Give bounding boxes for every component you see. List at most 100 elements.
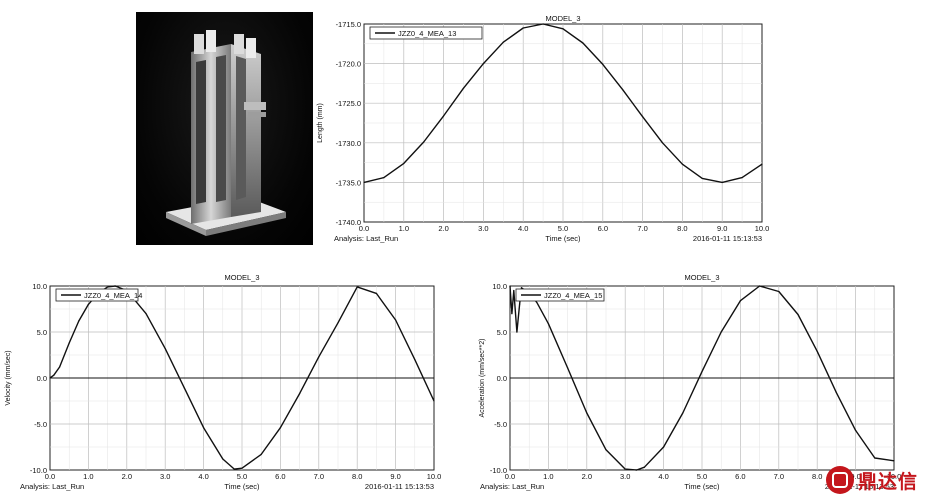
x-tick-label: 0.0 <box>45 472 55 481</box>
data-point <box>403 162 405 164</box>
data-point <box>643 466 645 468</box>
data-point <box>482 63 484 65</box>
data-point <box>241 467 243 469</box>
data-point <box>49 377 51 379</box>
data-point <box>622 89 624 91</box>
y-tick-label: 5.0 <box>37 328 47 337</box>
data-point <box>874 457 876 459</box>
y-tick-label: -10.0 <box>490 466 507 475</box>
data-point <box>78 320 80 322</box>
x-tick-label: 5.0 <box>237 472 247 481</box>
x-tick-label: 9.0 <box>390 472 400 481</box>
data-point <box>511 313 513 315</box>
x-tick-label: 3.0 <box>478 224 488 233</box>
data-point <box>682 412 684 414</box>
x-tick-label: 6.0 <box>735 472 745 481</box>
data-point <box>741 177 743 179</box>
data-point <box>114 285 116 287</box>
x-tick-label: 1.0 <box>83 472 93 481</box>
data-point <box>759 285 761 287</box>
data-point <box>183 387 185 389</box>
y-tick-label: 10.0 <box>32 282 47 291</box>
data-point <box>562 28 564 30</box>
data-point <box>701 370 703 373</box>
data-point <box>279 427 281 429</box>
x-axis-label: Time (sec) <box>684 482 720 491</box>
data-point <box>567 367 569 369</box>
watermark-text: 鼎达信 <box>858 470 919 493</box>
data-point <box>661 142 664 144</box>
x-tick-label: 2.0 <box>582 472 592 481</box>
data-point <box>516 331 518 333</box>
x-tick-label: 9.0 <box>717 224 727 233</box>
x-axis-label: Time (sec) <box>545 234 581 243</box>
x-tick-label: 2.0 <box>122 472 132 481</box>
y-tick-label: -1735.0 <box>336 178 361 187</box>
x-tick-label: 7.0 <box>314 472 324 481</box>
data-point <box>681 163 683 165</box>
data-point <box>395 319 397 321</box>
acceleration-chart: 0.0 1.0 2.0 3.0 4.0 5.0 6.0 7.0 8.0 9.0 10.0 10.0 5.… <box>474 270 936 498</box>
x-tick-label: 0.0 <box>505 472 515 481</box>
data-point <box>383 177 385 179</box>
y-tick-label: -5.0 <box>494 420 507 429</box>
data-point <box>363 181 365 183</box>
data-point <box>855 429 857 432</box>
data-point <box>893 460 895 462</box>
analysis-footer: Analysis: Last_Run <box>20 482 84 491</box>
data-point <box>720 331 722 333</box>
x-tick-label: 4.0 <box>658 472 668 481</box>
y-tick-label: -1725.0 <box>336 99 361 108</box>
watermark-logo: 鼎达信 <box>826 465 934 495</box>
x-tick-label: 8.0 <box>677 224 687 233</box>
data-point <box>423 141 425 143</box>
data-point <box>318 356 320 358</box>
y-axis-label: Length (mm) <box>317 103 324 143</box>
x-tick-label: 8.0 <box>812 472 822 481</box>
data-point <box>375 292 377 294</box>
data-point <box>203 427 205 429</box>
y-tick-label: 0.0 <box>37 374 47 383</box>
chart-title: MODEL_3 <box>224 273 259 282</box>
x-tick-label: 7.0 <box>637 224 647 233</box>
data-point <box>414 359 416 361</box>
data-point <box>337 322 339 324</box>
y-tick-label: -1730.0 <box>336 139 361 148</box>
data-point <box>586 412 588 414</box>
data-point <box>87 303 89 305</box>
legend-label: JZZ0_4_MEA_15 <box>544 291 602 300</box>
timestamp-footer: 2016-01-11 15:13:53 <box>365 482 434 491</box>
x-tick-label: 3.0 <box>160 472 170 481</box>
x-tick-label: 5.0 <box>558 224 568 233</box>
length-chart: 0.0 1.0 2.0 3.0 4.0 5.0 6.0 7.0 8.0 9.0 10.0 -1715.… <box>312 12 772 248</box>
data-point <box>107 286 109 288</box>
x-tick-label: 2.0 <box>438 224 448 233</box>
data-point <box>636 469 638 471</box>
x-tick-label: 0.0 <box>359 224 369 233</box>
data-point <box>356 286 358 288</box>
data-point <box>59 366 61 368</box>
data-point <box>542 23 544 25</box>
y-tick-label: 0.0 <box>497 374 507 383</box>
x-tick-label: 3.0 <box>620 472 630 481</box>
data-point <box>778 290 780 293</box>
y-axis-label: Velocity (mm/sec) <box>5 350 12 405</box>
data-point <box>536 301 538 304</box>
data-point <box>433 400 435 402</box>
data-point <box>761 163 763 165</box>
data-point <box>835 392 837 394</box>
data-point <box>519 303 521 305</box>
data-point <box>222 458 224 460</box>
data-point <box>739 300 741 302</box>
acceleration-chart-svg: 0.0 1.0 2.0 3.0 4.0 5.0 6.0 7.0 8.0 9.0 10.0 10.0 5.… <box>479 273 901 491</box>
y-tick-label: -10.0 <box>30 466 47 475</box>
data-point <box>602 63 604 65</box>
legend-box <box>55 288 139 302</box>
data-point <box>721 181 723 183</box>
data-point <box>522 27 524 29</box>
data-point <box>663 446 665 448</box>
velocity-chart: 0.0 1.0 2.0 3.0 4.0 5.0 6.0 7.0 8.0 9.0 10.0 10.0 5.… <box>0 270 470 498</box>
x-tick-label: 7.0 <box>774 472 784 481</box>
data-point <box>502 41 504 43</box>
